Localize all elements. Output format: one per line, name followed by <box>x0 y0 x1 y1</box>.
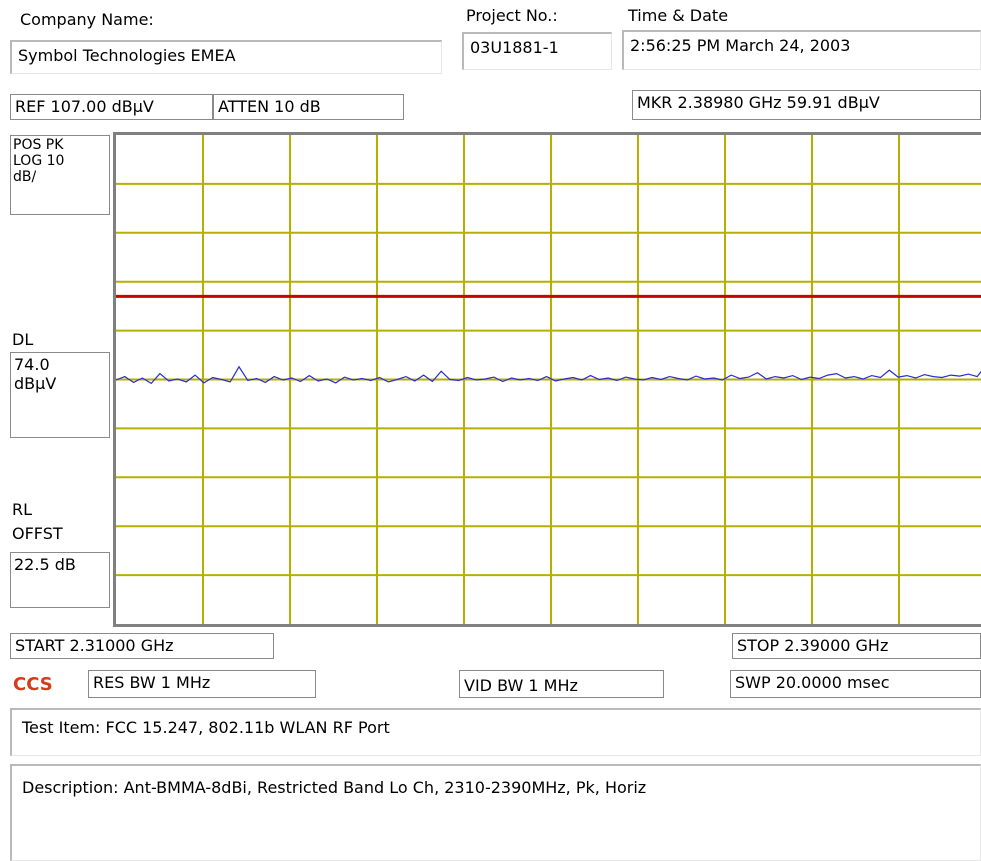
attenuation: ATTEN 10 dB <box>213 94 404 120</box>
start-frequency: START 2.31000 GHz <box>10 633 274 659</box>
display-line-value: 74.0 <box>14 355 50 374</box>
display-line-unit: dBµV <box>14 374 57 394</box>
log-scale: LOG 10 <box>13 153 65 169</box>
time-date-field: 2:56:25 PM March 24, 2003 <box>622 30 981 70</box>
scale-unit: dB/ <box>13 169 37 185</box>
reference-level: REF 107.00 dBµV <box>10 94 213 120</box>
ref-level-offset-value: 22.5 dB <box>10 552 110 608</box>
ccs-logo: CCS <box>13 674 53 695</box>
project-label: Project No.: <box>466 6 558 25</box>
ref-level-offset-label-2: OFFST <box>12 524 63 543</box>
spectrum-trace <box>115 365 981 385</box>
detector-mode: POS PK <box>13 137 64 153</box>
stop-frequency: STOP 2.39000 GHz <box>732 633 981 659</box>
time-date-label: Time & Date <box>628 6 729 25</box>
plot-marks <box>115 294 981 385</box>
company-label: Company Name: <box>20 10 154 29</box>
project-field: 03U1881-1 <box>462 32 612 70</box>
grid <box>116 135 981 624</box>
sweep-time: SWP 20.0000 msec <box>730 670 981 698</box>
spectrum-graph <box>115 135 981 624</box>
marker-readout: MKR 2.38980 GHz 59.91 dBµV <box>632 90 981 120</box>
spectrum-plot <box>113 132 981 627</box>
detector-scale-box: POS PK LOG 10 dB/ <box>10 135 110 215</box>
company-field: Symbol Technologies EMEA <box>10 40 442 74</box>
description-field: Description: Ant-BMMA-8dBi, Restricted B… <box>10 764 981 861</box>
test-item-field: Test Item: FCC 15.247, 802.11b WLAN RF P… <box>10 708 981 756</box>
video-bandwidth: VID BW 1 MHz <box>459 670 664 698</box>
display-line-value-box: 74.0 dBµV <box>10 352 110 438</box>
resolution-bandwidth: RES BW 1 MHz <box>88 670 316 698</box>
display-line-label: DL <box>12 330 34 349</box>
ref-level-offset-label-1: RL <box>12 500 33 519</box>
